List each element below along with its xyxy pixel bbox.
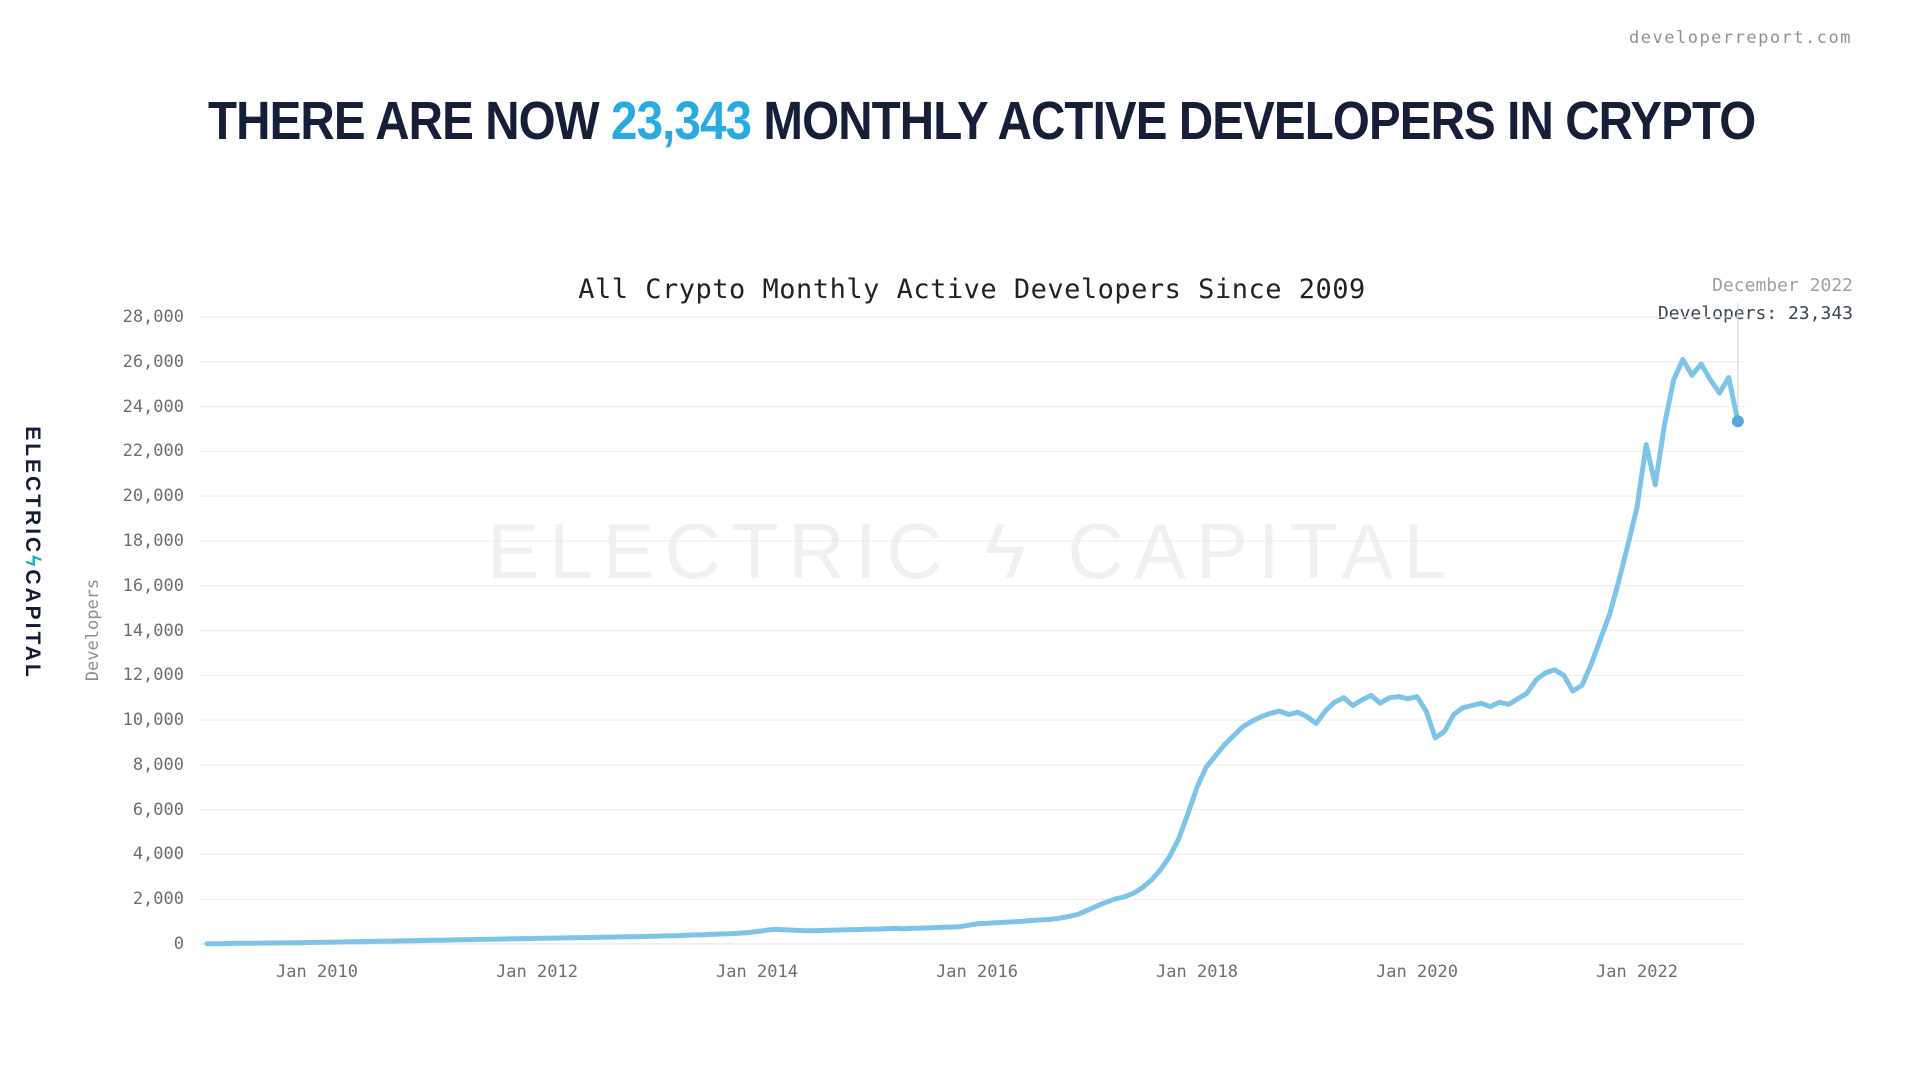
- headline-prefix: THERE ARE NOW: [208, 91, 612, 151]
- y-tick-label: 10,000: [122, 710, 184, 731]
- y-tick-label: 14,000: [122, 620, 184, 641]
- y-tick-label: 22,000: [122, 441, 184, 462]
- y-tick-label: 24,000: [122, 396, 184, 417]
- y-tick-label: 20,000: [122, 486, 184, 507]
- annotation-date: December 2022: [1712, 275, 1853, 296]
- y-tick-label: 28,000: [122, 307, 184, 327]
- last-point-annotation: December 2022 Developers: 23,343: [1658, 272, 1853, 328]
- y-tick-label: 0: [173, 934, 184, 954]
- developers-line-chart: [199, 303, 1745, 947]
- logo-capital: CAPITAL: [21, 569, 44, 680]
- x-tick-label: Jan 2014: [716, 962, 798, 982]
- x-tick-label: Jan 2018: [1156, 962, 1238, 982]
- y-tick-label: 16,000: [122, 575, 184, 596]
- headline-count: 23,343: [611, 91, 752, 151]
- annotation-value: Developers: 23,343: [1657, 303, 1853, 324]
- x-tick-label: Jan 2012: [496, 962, 578, 982]
- x-tick-label: Jan 2022: [1596, 962, 1678, 982]
- x-tick-label: Jan 2016: [936, 962, 1018, 982]
- site-url: developerreport.com: [1629, 28, 1852, 48]
- y-tick-label: 4,000: [132, 844, 184, 865]
- y-tick-label: 12,000: [122, 665, 184, 686]
- electric-capital-logo: ELECTRICϟCAPITAL: [20, 426, 44, 680]
- y-tick-label: 18,000: [122, 530, 184, 551]
- last-point-dot: [1731, 415, 1744, 428]
- x-tick-label: Jan 2020: [1376, 962, 1458, 982]
- lightning-bolt-icon: ϟ: [21, 555, 44, 570]
- x-tick-label: Jan 2010: [276, 962, 358, 982]
- y-tick-label: 26,000: [122, 351, 184, 372]
- logo-electric: ELECTRIC: [21, 426, 44, 556]
- page-title: THERE ARE NOW 23,343 MONTHLY ACTIVE DEVE…: [208, 90, 1756, 152]
- y-tick-label: 2,000: [132, 889, 184, 910]
- chart-title: All Crypto Monthly Active Developers Sin…: [578, 274, 1366, 305]
- y-tick-label: 6,000: [132, 799, 184, 820]
- y-tick-label: 8,000: [132, 754, 184, 775]
- headline-suffix: MONTHLY ACTIVE DEVELOPERS IN CRYPTO: [751, 91, 1756, 151]
- developers-line: [204, 357, 1741, 947]
